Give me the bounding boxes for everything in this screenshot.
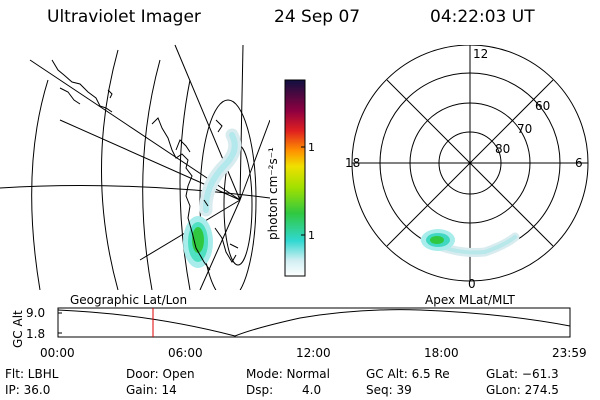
geographic-panel-title: Geographic Lat/Lon: [70, 293, 188, 307]
mlt-label-6: 6: [575, 156, 583, 170]
altitude-curve: [57, 309, 571, 337]
status-glon: GLon: 274.5: [486, 383, 559, 397]
status-dsp-label: Dsp:: [246, 383, 274, 397]
timeline-tick-0600: 06:00: [168, 346, 203, 360]
status-flt: Flt: LBHL: [5, 367, 59, 381]
status-gc-alt: GC Alt: 6.5 Re: [366, 367, 450, 381]
lat-label-70: 70: [517, 122, 532, 136]
colorbar-gradient: [284, 79, 306, 277]
geographic-map: [0, 44, 270, 290]
status-gain: Gain: 14: [126, 383, 177, 397]
timeline-tick-2359: 23:59: [552, 346, 587, 360]
timeline-frame: [57, 307, 571, 338]
status-ip: IP: 36.0: [5, 383, 51, 397]
status-dsp-value: 4.0: [302, 383, 322, 397]
colorbar-tick-100: 100: [308, 141, 315, 154]
observation-date: 24 Sep 07: [274, 7, 361, 27]
timeline-tick-1200: 12:00: [296, 346, 331, 360]
apex-panel-title: Apex MLat/MLT: [425, 293, 515, 307]
observation-time: 04:22:03 UT: [430, 7, 535, 27]
status-glat: GLat: −61.3: [486, 367, 559, 381]
mlt-label-0: 0: [468, 277, 476, 290]
polar-mlt-plot: 12 18 6 0 60 70 80: [345, 45, 589, 290]
timeline-y-label: GC Alt: [11, 310, 25, 348]
status-door: Door: Open: [126, 367, 195, 381]
timeline-y-tick-low: 1.8: [26, 327, 45, 341]
lat-label-60: 60: [535, 99, 550, 113]
timeline-tick-1800: 18:00: [424, 346, 459, 360]
status-mode: Mode: Normal: [246, 367, 330, 381]
instrument-title: Ultraviolet Imager: [47, 7, 201, 27]
mlt-label-12: 12: [473, 47, 488, 61]
mlt-label-18: 18: [345, 156, 360, 170]
intensity-colorbar: 100 10 photon cm⁻²s⁻¹: [266, 79, 315, 277]
status-seq: Seq: 39: [366, 383, 412, 397]
lat-label-80: 80: [495, 142, 510, 156]
timeline-y-tick-high: 9.0: [26, 306, 45, 320]
timeline-tick-0000: 00:00: [40, 346, 75, 360]
colorbar-unit-label: photon cm⁻²s⁻¹: [266, 147, 280, 240]
colorbar-tick-10: 10: [308, 229, 315, 242]
altitude-timeline: GC Alt 9.0 1.8: [11, 306, 571, 348]
